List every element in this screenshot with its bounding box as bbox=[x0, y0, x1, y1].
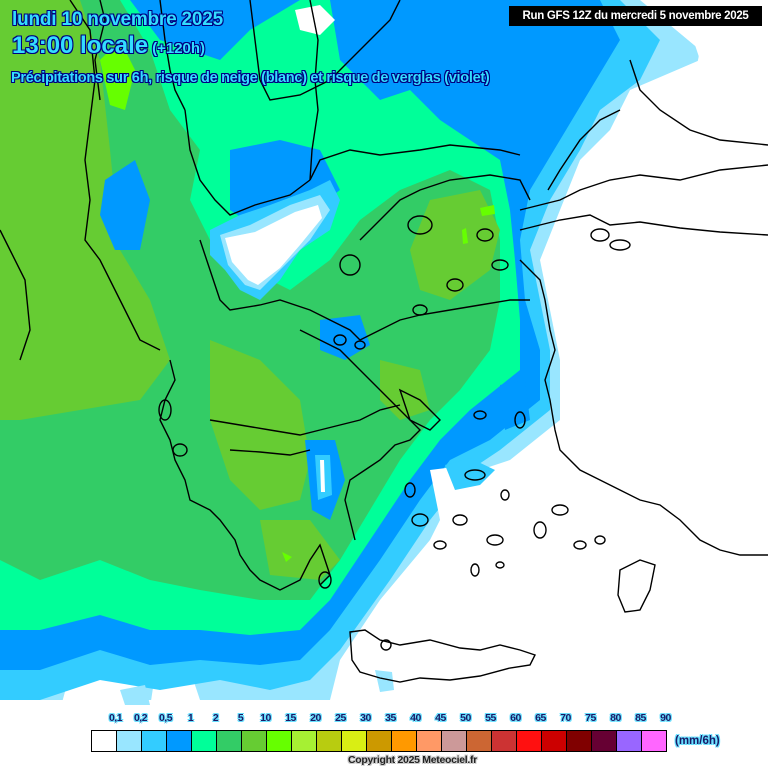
legend-swatch bbox=[592, 731, 617, 751]
legend-swatch bbox=[142, 731, 167, 751]
legend-swatch bbox=[317, 731, 342, 751]
legend-swatch bbox=[292, 731, 317, 751]
legend-swatch bbox=[267, 731, 292, 751]
legend-label: 0,2 bbox=[133, 712, 148, 724]
legend-swatch bbox=[567, 731, 592, 751]
forecast-date: lundi 10 novembre 2025 bbox=[12, 9, 224, 30]
legend-label: 65 bbox=[535, 712, 546, 724]
legend-labels: 0,1 0,2 0,5 1 2 5 10 15 20 25 30 35 40 45 50 55 60 65 70 75… bbox=[91, 712, 691, 726]
legend-label: 2 bbox=[212, 712, 219, 724]
legend-label: 35 bbox=[385, 712, 396, 724]
legend-label: 90 bbox=[660, 712, 671, 724]
legend-swatch bbox=[417, 731, 442, 751]
legend-label: 55 bbox=[485, 712, 496, 724]
legend-swatch bbox=[517, 731, 542, 751]
legend-swatch bbox=[217, 731, 242, 751]
run-info-badge: Run GFS 12Z du mercredi 5 novembre 2025 bbox=[509, 6, 762, 26]
legend-label: 10 bbox=[260, 712, 271, 724]
map-subtitle: Précipitations sur 6h, risque de neige (… bbox=[11, 70, 490, 86]
legend-label: 60 bbox=[510, 712, 521, 724]
legend-label: 25 bbox=[335, 712, 346, 724]
copyright-text: Copyright 2025 Meteociel.fr bbox=[348, 754, 478, 766]
legend-label: 15 bbox=[285, 712, 296, 724]
legend-swatch bbox=[167, 731, 192, 751]
legend-swatch bbox=[242, 731, 267, 751]
legend-swatch bbox=[367, 731, 392, 751]
legend-swatch bbox=[542, 731, 567, 751]
legend-label: 0,5 bbox=[158, 712, 173, 724]
legend-label: 70 bbox=[560, 712, 571, 724]
legend-label: 5 bbox=[237, 712, 244, 724]
legend-label: 75 bbox=[585, 712, 596, 724]
legend-label: 80 bbox=[610, 712, 621, 724]
legend-swatch bbox=[642, 731, 666, 751]
legend-swatch bbox=[92, 731, 117, 751]
legend-swatch bbox=[117, 731, 142, 751]
legend-label: 45 bbox=[435, 712, 446, 724]
legend-swatch bbox=[492, 731, 517, 751]
lead-time: (+120h) bbox=[152, 40, 206, 57]
forecast-time: 13:00 locale (+120h) bbox=[12, 32, 205, 60]
legend-swatch bbox=[617, 731, 642, 751]
legend-swatch bbox=[192, 731, 217, 751]
coastlines bbox=[0, 0, 768, 683]
legend-label: 20 bbox=[310, 712, 321, 724]
precip-zone-2 bbox=[0, 0, 500, 600]
legend-swatch bbox=[442, 731, 467, 751]
legend-label: 0,1 bbox=[108, 712, 123, 724]
legend-swatch bbox=[467, 731, 492, 751]
legend-label: 50 bbox=[460, 712, 471, 724]
legend-swatch bbox=[342, 731, 367, 751]
forecast-time-value: 13:00 locale bbox=[12, 32, 149, 59]
legend-label: 1 bbox=[187, 712, 194, 724]
legend-label: 30 bbox=[360, 712, 371, 724]
legend-label: 85 bbox=[635, 712, 646, 724]
legend-unit: (mm/6h) bbox=[675, 735, 720, 747]
legend-swatch bbox=[392, 731, 417, 751]
precip-zone-10 bbox=[100, 40, 135, 110]
legend-color-bar bbox=[91, 730, 667, 752]
legend-label: 40 bbox=[410, 712, 421, 724]
